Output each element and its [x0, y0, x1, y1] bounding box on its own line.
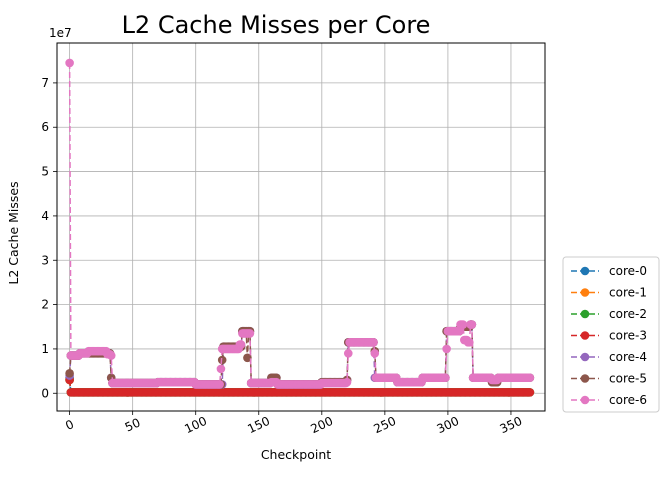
x-axis-label: Checkpoint	[261, 447, 331, 462]
legend-item-core-4: core-4	[571, 350, 647, 364]
legend-swatch-marker	[580, 374, 590, 383]
y-tick-label: 5	[41, 165, 49, 179]
legend-swatch-marker	[580, 395, 590, 405]
legend-label: core-3	[609, 329, 647, 343]
data-point	[525, 373, 535, 383]
data-point	[243, 353, 252, 363]
legend-swatch-marker	[580, 352, 590, 362]
legend-item-core-3: core-3	[571, 329, 647, 343]
legend-item-core-2: core-2	[571, 307, 647, 321]
data-point	[65, 369, 74, 378]
legend-swatch-marker	[580, 266, 590, 276]
legend-label: core-4	[609, 350, 647, 364]
data-point	[245, 329, 255, 338]
legend-label: core-0	[609, 264, 647, 278]
y-tick-label: 4	[41, 209, 49, 223]
legend-item-core-5: core-5	[571, 372, 647, 386]
legend-label: core-1	[609, 286, 647, 300]
data-point	[525, 388, 535, 397]
data-point	[441, 373, 450, 383]
data-point	[458, 320, 468, 329]
data-point	[236, 340, 246, 349]
legend-label: core-5	[609, 372, 647, 386]
data-point	[106, 351, 116, 360]
data-point	[454, 326, 464, 336]
y-tick-label: 2	[41, 298, 49, 312]
chart-title: L2 Cache Misses per Core	[122, 11, 431, 39]
data-point	[65, 58, 74, 68]
legend-swatch-marker	[580, 331, 590, 340]
legend-item-core-1: core-1	[571, 286, 647, 300]
data-point	[465, 337, 474, 347]
y-scale-label: 1e7	[49, 26, 72, 40]
legend-label: core-6	[609, 393, 647, 407]
y-tick-label: 3	[41, 253, 49, 267]
x-tick-label: 50	[123, 415, 143, 434]
y-tick-label: 1	[41, 342, 49, 356]
legend-label: core-2	[609, 307, 647, 321]
data-point	[369, 337, 378, 347]
series-core-3	[65, 375, 535, 397]
legend: core-0 core-1 core-2 core-3 core-4 core-5 core…	[562, 256, 660, 413]
data-point	[370, 349, 380, 358]
data-point	[216, 364, 226, 374]
data-point	[442, 344, 451, 354]
data-point	[343, 349, 353, 358]
legend-swatch-marker	[580, 309, 590, 319]
legend-item-core-6: core-6	[571, 393, 647, 407]
plot-frame	[56, 42, 546, 412]
y-tick-label: 7	[41, 76, 49, 90]
y-axis-label: L2 Cache Misses	[6, 181, 21, 284]
legend-swatch-marker	[580, 288, 590, 297]
data-point	[342, 377, 352, 387]
data-point	[467, 320, 477, 329]
series-layer	[65, 58, 535, 397]
y-tick-label: 0	[41, 386, 49, 400]
y-tick-label: 6	[41, 120, 49, 134]
series-core-6	[65, 58, 535, 389]
data-point	[215, 380, 224, 389]
legend-item-core-0: core-0	[571, 264, 647, 278]
